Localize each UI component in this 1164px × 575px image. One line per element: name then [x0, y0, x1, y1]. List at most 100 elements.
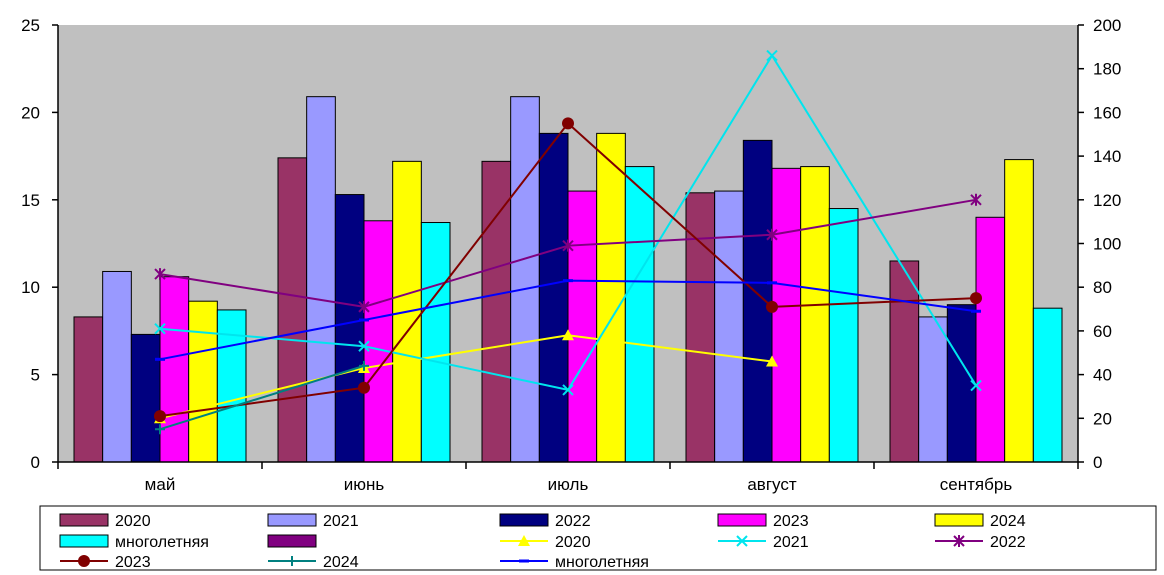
line-series [155, 360, 369, 435]
legend-label: 2020 [115, 513, 151, 530]
bar [828, 208, 859, 463]
point-marker [359, 360, 369, 371]
left-tick-label: 20 [21, 103, 40, 122]
line-series [154, 193, 982, 313]
legend-item: 2020 [59, 513, 151, 530]
point-marker [358, 340, 370, 352]
line-series [155, 279, 981, 361]
point-marker [154, 323, 166, 335]
bar [742, 139, 773, 463]
left-tick-label: 10 [21, 278, 40, 297]
point-marker [766, 355, 778, 367]
point-marker [154, 268, 166, 281]
legend-item: многолетняя [500, 554, 649, 571]
series-line [159, 364, 365, 431]
bar [73, 316, 104, 463]
point-marker [287, 556, 297, 566]
point-marker [970, 193, 982, 206]
left-tick-label: 25 [21, 16, 40, 35]
legend-label: 2022 [555, 513, 591, 530]
point-marker [970, 379, 982, 392]
legend-label: многолетняя [115, 534, 209, 551]
legend-swatch [934, 513, 984, 527]
right-tick-label: 180 [1093, 60, 1121, 79]
bar [567, 190, 598, 463]
bar [130, 333, 161, 463]
right-tick-label: 0 [1093, 453, 1102, 472]
point-marker [518, 535, 530, 546]
bar [334, 194, 365, 463]
legend-item: 2023 [717, 513, 809, 530]
legend-label: 2023 [773, 513, 809, 530]
bar [510, 96, 540, 463]
category-label: июль [548, 475, 589, 494]
bar [918, 316, 948, 463]
legend-swatch [717, 513, 767, 527]
legend-swatch [59, 513, 109, 527]
bar [481, 160, 512, 463]
right-tick-label: 80 [1093, 278, 1112, 297]
right-tick-label: 60 [1093, 322, 1112, 341]
category-label: август [747, 475, 796, 494]
bar [277, 157, 308, 463]
legend-label: 2021 [323, 513, 359, 530]
line-series [154, 49, 982, 396]
legend-item: многолетняя [59, 534, 209, 551]
point-marker [562, 384, 574, 396]
bar [159, 276, 190, 463]
series-line [159, 334, 773, 420]
point-marker [562, 117, 574, 130]
right-tick-label: 40 [1093, 366, 1112, 385]
bar [1032, 307, 1063, 463]
bar [946, 304, 977, 463]
point-marker [736, 535, 748, 547]
legend-label: 2020 [555, 534, 591, 551]
right-tick-label: 160 [1093, 103, 1121, 122]
axes: 0 5 10 15 20 25 0 20 40 60 80 100 120 140 160 180 200 май… [21, 16, 1121, 494]
bar [102, 270, 132, 463]
point-marker [766, 300, 778, 313]
bar [188, 300, 218, 463]
point-marker [562, 239, 574, 252]
right-tick-label: 140 [1093, 147, 1121, 166]
point-marker [766, 228, 778, 241]
point-marker [358, 381, 370, 394]
legend-swatch [59, 534, 109, 548]
legend-swatch [267, 534, 317, 548]
legend-label: 2024 [323, 554, 359, 571]
bar [420, 222, 451, 463]
bar [624, 166, 655, 463]
left-tick-label: 0 [31, 453, 40, 472]
bar [306, 96, 336, 463]
bar [889, 260, 920, 463]
point-marker [766, 49, 778, 62]
bar [771, 167, 802, 463]
point-marker [154, 410, 166, 423]
point-marker [155, 424, 165, 435]
bar [538, 132, 569, 463]
legend-label: 2022 [990, 534, 1026, 551]
legend-item: 2024 [268, 554, 359, 571]
legend: 2020 2021 2022 2023 2024 многолетняя 2020 2021 2… [39, 505, 1157, 571]
category-label: май [145, 475, 176, 494]
point-marker [358, 300, 370, 313]
bar [800, 166, 830, 463]
category-label: сентябрь [940, 475, 1013, 494]
legend-item: 2022 [499, 513, 591, 530]
point-marker [970, 292, 982, 305]
right-tick-label: 200 [1093, 16, 1121, 35]
legend-item: 2021 [718, 534, 809, 551]
point-marker [562, 329, 574, 341]
point-marker [953, 535, 965, 547]
bar [596, 132, 626, 463]
legend-swatch [267, 513, 317, 527]
legend-label: 2021 [773, 534, 809, 551]
legend-item: 2021 [267, 513, 359, 530]
legend-item: 2023 [60, 554, 151, 571]
left-tick-label: 5 [31, 366, 40, 385]
left-tick-label: 15 [21, 191, 40, 210]
line-series [154, 117, 982, 423]
point-marker [78, 555, 90, 567]
right-tick-label: 120 [1093, 191, 1121, 210]
